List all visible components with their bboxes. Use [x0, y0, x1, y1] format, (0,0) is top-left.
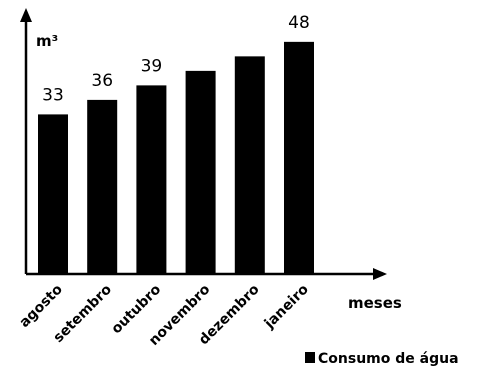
- legend-swatch: [305, 352, 315, 363]
- value-label-janeiro: 48: [288, 13, 310, 33]
- legend: Consumo de água: [305, 351, 459, 367]
- value-label-setembro: 36: [91, 71, 113, 91]
- bar-agosto: [38, 114, 68, 275]
- bar-janeiro: [284, 41, 314, 274]
- bar-dezembro: [234, 56, 265, 275]
- bar-novembro: [185, 70, 216, 274]
- value-label-agosto: 33: [42, 85, 64, 105]
- x-axis-label: meses: [348, 294, 402, 312]
- x-tick-label-agosto: agosto: [17, 281, 67, 331]
- bar-setembro: [87, 99, 118, 275]
- value-label-outubro: 39: [141, 56, 163, 76]
- y-axis-label: m³: [36, 32, 58, 50]
- bar-outubro: [136, 85, 167, 274]
- legend-label: Consumo de água: [318, 351, 459, 367]
- x-tick-label-janeiro: janeiro: [261, 281, 312, 332]
- bars-group: [38, 41, 314, 275]
- y-axis: [20, 8, 32, 274]
- x-tick-labels-group: agostosetembrooutubronovembrodezembrojan…: [17, 281, 313, 349]
- value-labels-group: 33 36 39 48: [42, 13, 310, 106]
